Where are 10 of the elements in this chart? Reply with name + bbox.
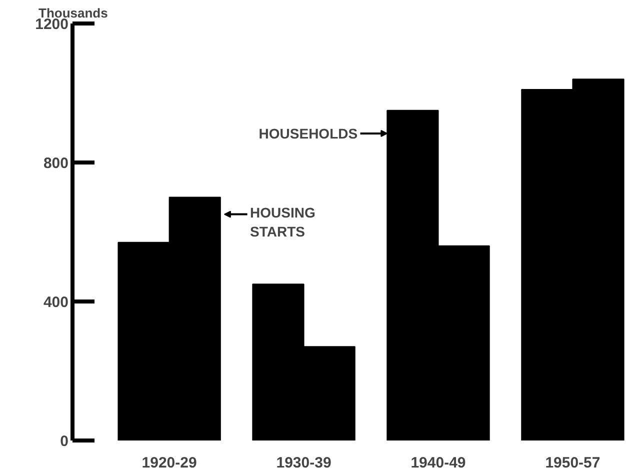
y-tick-label: 800 — [43, 155, 69, 172]
legend-label: HOUSING STARTS — [250, 204, 316, 240]
x-tick-label: 1940-49 — [410, 454, 466, 472]
y-tick-label: 0 — [60, 433, 68, 450]
x-tick-label: 1930-39 — [276, 454, 332, 472]
text: HOUSEHOLDS — [258, 125, 358, 142]
x-tick-label: 1920-29 — [142, 454, 197, 472]
x-tick-label: 1950-57 — [545, 454, 600, 472]
y-tick-label: 400 — [43, 294, 69, 311]
y-tick-label: 1200 — [35, 16, 69, 33]
